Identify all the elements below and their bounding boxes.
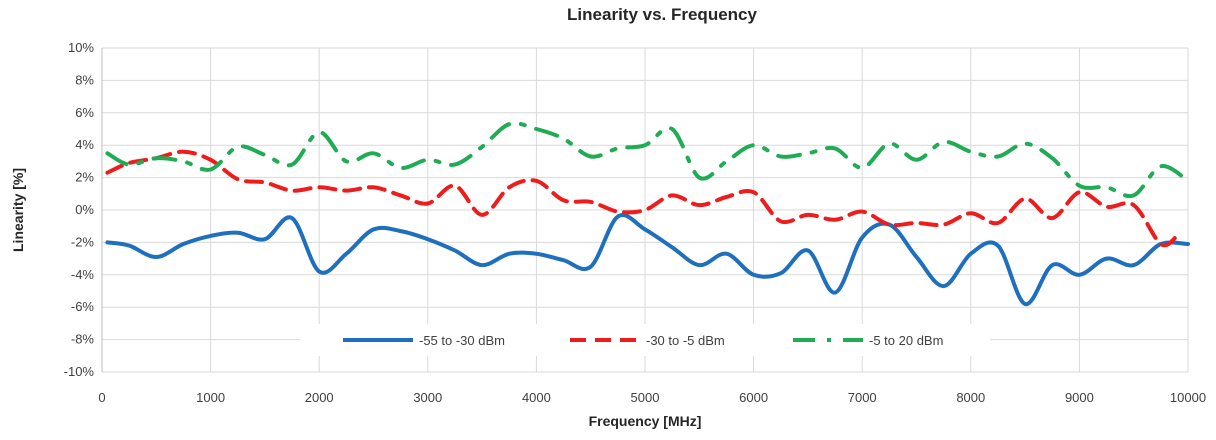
x-tick-label: 2000 [305, 390, 334, 405]
y-tick-label: 4% [75, 137, 94, 152]
x-tick-label: 4000 [522, 390, 551, 405]
x-tick-label: 7000 [848, 390, 877, 405]
y-tick-label: 10% [68, 40, 94, 55]
x-tick-label: 8000 [956, 390, 985, 405]
gridlines [101, 47, 1189, 373]
y-tick-label: -2% [71, 234, 95, 249]
y-tick-label: 8% [75, 72, 94, 87]
x-tick-label: 10000 [1170, 390, 1206, 405]
y-tick-label: -6% [71, 299, 95, 314]
x-tick-label: 3000 [413, 390, 442, 405]
y-tick-label: 0% [75, 202, 94, 217]
chart-title: Linearity vs. Frequency [567, 5, 757, 24]
y-tick-label: -8% [71, 332, 95, 347]
y-axis-ticks: -10% -8% -6% -4% -2% 0% 2% 4% 6% 8% 10% [64, 40, 95, 379]
series-lines [105, 121, 1190, 306]
series-line-3 [105, 121, 1190, 199]
y-tick-label: 6% [75, 105, 94, 120]
legend-background [300, 324, 990, 356]
legend-label-series-1: -55 to -30 dBm [419, 333, 505, 348]
x-axis-title: Frequency [MHz] [589, 413, 702, 429]
x-tick-label: 9000 [1065, 390, 1094, 405]
legend-label-series-3: -5 to 20 dBm [869, 333, 943, 348]
x-tick-label: 5000 [631, 390, 660, 405]
series-line-1 [105, 213, 1190, 306]
legend: -55 to -30 dBm -30 to -5 dBm -5 to 20 dB… [300, 324, 990, 356]
x-tick-label: 1000 [196, 390, 225, 405]
x-tick-label: 6000 [739, 390, 768, 405]
legend-label-series-2: -30 to -5 dBm [646, 333, 725, 348]
y-tick-label: -4% [71, 267, 95, 282]
x-tick-label: 0 [98, 390, 105, 405]
y-axis-title: Linearity [%] [10, 168, 26, 252]
series-line-2 [105, 149, 1180, 248]
y-tick-label: -10% [64, 364, 95, 379]
x-axis-ticks: 0 1000 2000 3000 4000 5000 6000 7000 8000 9000 100… [98, 390, 1206, 405]
y-tick-label: 2% [75, 170, 94, 185]
